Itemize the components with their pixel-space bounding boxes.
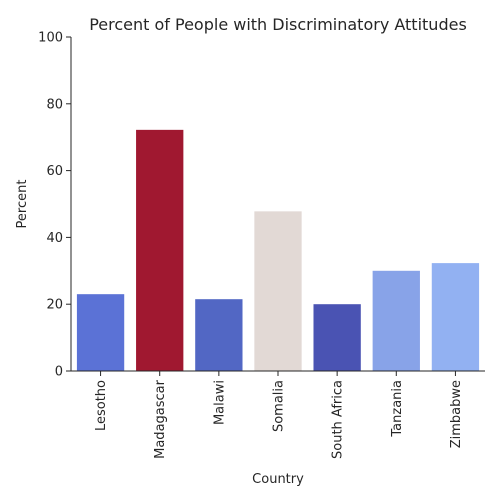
y-tick-label: 100	[38, 31, 63, 46]
bars-group	[77, 130, 479, 371]
x-tick-label: Zimbabwe	[449, 380, 464, 448]
y-tick-label: 60	[46, 164, 63, 179]
x-tick-label: Malawi	[212, 380, 227, 425]
x-tick-label: Tanzania	[390, 380, 405, 438]
x-tick-label: Lesotho	[94, 380, 109, 431]
x-tick-label: Madagascar	[153, 379, 168, 459]
x-axis: Lesotho Madagascar Malawi Somalia South Afri…	[71, 371, 485, 459]
chart-title: Percent of People with Discriminatory At…	[89, 15, 467, 34]
bar-south-africa	[313, 304, 360, 371]
y-tick-label: 40	[46, 231, 63, 246]
y-tick-label: 0	[55, 365, 63, 380]
bar-malawi	[195, 299, 242, 371]
bar-somalia	[254, 211, 301, 371]
bar-madagascar	[136, 130, 183, 371]
bar-zimbabwe	[432, 263, 479, 371]
y-tick-label: 80	[46, 97, 63, 112]
x-tick-label: South Africa	[331, 380, 346, 459]
x-axis-label: Country	[252, 472, 304, 487]
bar-tanzania	[373, 271, 420, 371]
y-axis-label: Percent	[15, 180, 30, 229]
y-axis: 0 20 40 60 80 100	[38, 31, 71, 380]
y-tick-label: 20	[46, 298, 63, 313]
bar-lesotho	[77, 294, 124, 371]
x-tick-label: Somalia	[272, 380, 287, 432]
